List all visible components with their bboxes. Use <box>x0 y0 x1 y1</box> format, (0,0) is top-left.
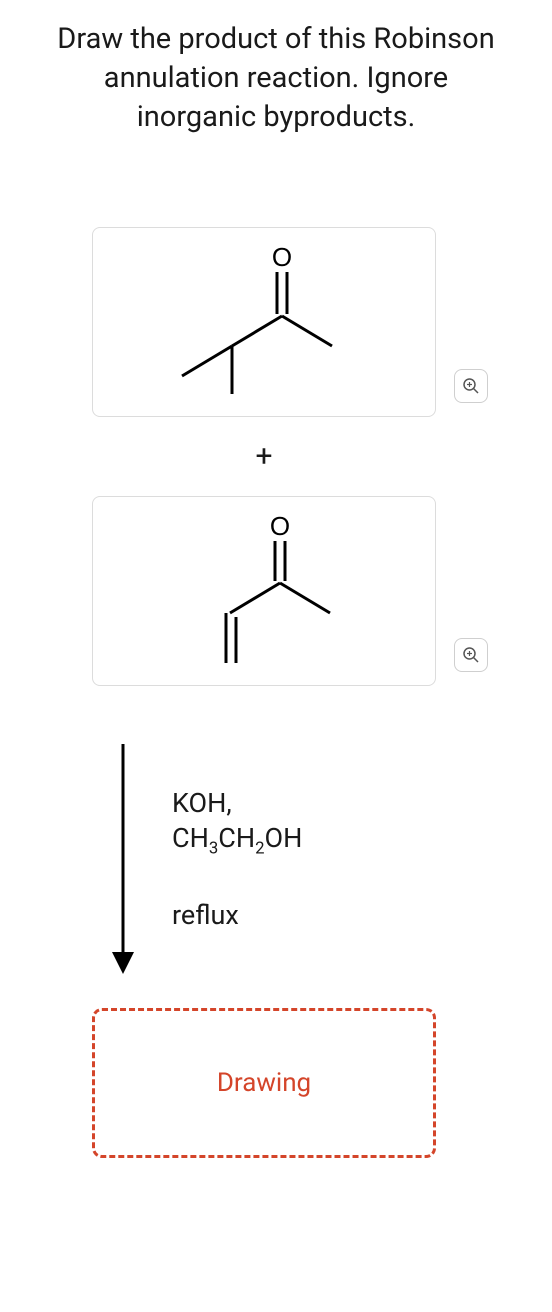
reagent-bottom-structure: O <box>164 511 364 671</box>
reaction-arrow <box>108 744 138 974</box>
reagent-top-container: O <box>92 227 488 417</box>
reagent-bottom-box[interactable]: O <box>92 496 436 686</box>
condition-solvent: CH3CH2OH <box>172 821 302 860</box>
question-text: Draw the product of this Robinson annula… <box>24 20 528 137</box>
question-line-3: inorganic byproducts. <box>137 100 416 134</box>
question-line-1: Draw the product of this Robinson <box>57 22 494 56</box>
drawing-answer-box[interactable]: Drawing <box>92 1008 436 1158</box>
reaction-conditions: KOH, CH3CH2OH reflux <box>172 786 302 933</box>
zoom-in-icon <box>462 646 480 664</box>
oxygen-label: O <box>270 511 290 541</box>
zoom-button-bottom[interactable] <box>454 638 488 672</box>
reagent-top-structure: O <box>154 242 374 402</box>
condition-temp: reflux <box>172 898 302 933</box>
drawing-label: Drawing <box>217 1068 311 1098</box>
plus-symbol: + <box>40 439 488 474</box>
reagent-bottom-container: O <box>92 496 488 686</box>
zoom-in-icon <box>462 377 480 395</box>
zoom-button-top[interactable] <box>454 369 488 403</box>
oxygen-label: O <box>272 242 292 272</box>
reagent-top-box[interactable]: O <box>92 227 436 417</box>
reaction-arrow-row: KOH, CH3CH2OH reflux <box>92 744 488 974</box>
condition-reagent: KOH, <box>172 786 302 821</box>
question-line-2: annulation reaction. Ignore <box>104 61 448 95</box>
